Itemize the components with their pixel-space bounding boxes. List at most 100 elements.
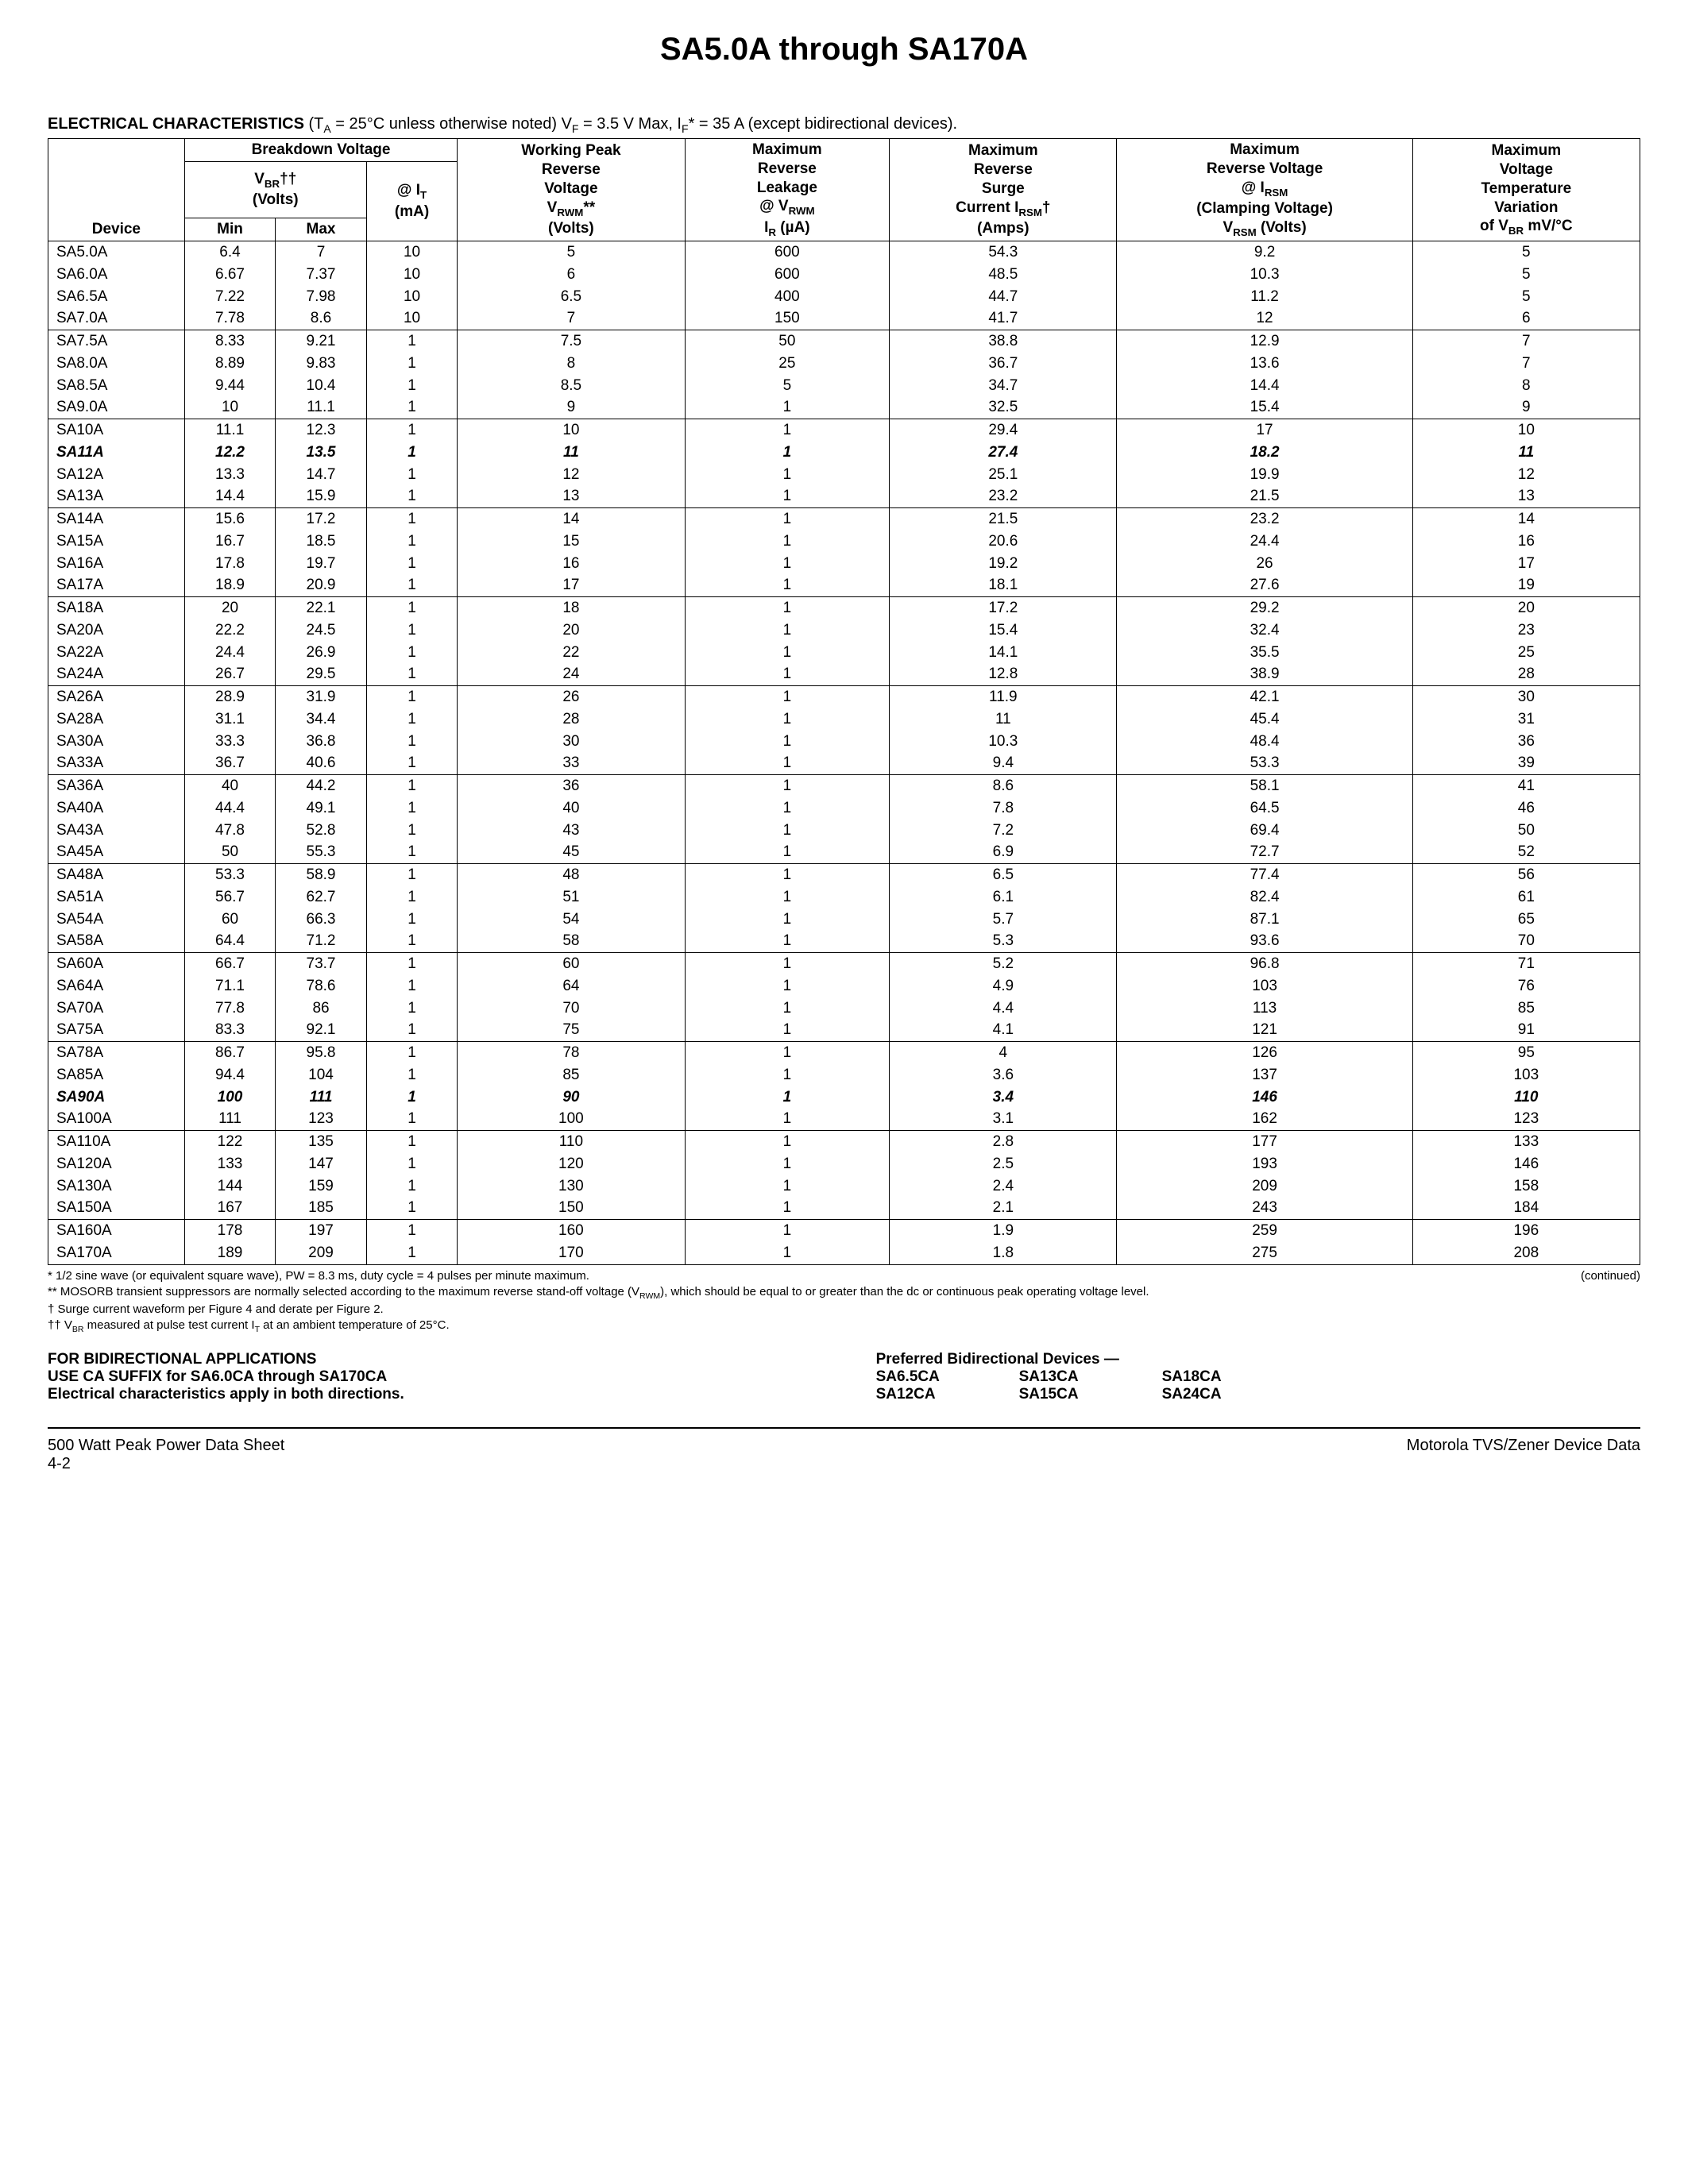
cell-it: 1 [366, 909, 458, 931]
table-row: SA5.0A6.4710560054.39.25 [48, 241, 1640, 264]
cell-device: SA60A [48, 953, 185, 975]
table-row: SA14A15.617.2114121.523.214 [48, 508, 1640, 531]
cell-irsm: 15.4 [890, 619, 1117, 642]
table-row: SA8.0A8.899.83182536.713.67 [48, 353, 1640, 375]
col-irsm: MaximumReverseSurgeCurrent IRSM†(Amps) [890, 139, 1117, 241]
table-row: SA64A71.178.616414.910376 [48, 975, 1640, 997]
cell-ir: 1 [685, 752, 890, 774]
cell-device: SA5.0A [48, 241, 185, 264]
section-header-bold: ELECTRICAL CHARACTERISTICS [48, 115, 304, 133]
cell-min: 20 [184, 597, 276, 619]
cell-max: 71.2 [276, 930, 367, 952]
table-row: SA170A189209117011.8275208 [48, 1242, 1640, 1264]
cell-vrsm: 42.1 [1117, 686, 1412, 708]
cell-it: 1 [366, 1153, 458, 1175]
cell-temp: 7 [1412, 353, 1640, 375]
cell-device: SA15A [48, 531, 185, 553]
cell-device: SA18A [48, 597, 185, 619]
table-row: SA10A11.112.3110129.41710 [48, 419, 1640, 442]
cell-ir: 1 [685, 396, 890, 419]
table-row: SA36A4044.213618.658.141 [48, 775, 1640, 797]
table-row: SA85A94.410418513.6137103 [48, 1064, 1640, 1086]
cell-it: 1 [366, 375, 458, 397]
cell-vrsm: 32.4 [1117, 619, 1412, 642]
cell-max: 111 [276, 1086, 367, 1109]
cell-it: 1 [366, 574, 458, 596]
cell-vrsm: 58.1 [1117, 775, 1412, 797]
cell-ir: 600 [685, 264, 890, 286]
cell-irsm: 20.6 [890, 531, 1117, 553]
col-breakdown: Breakdown Voltage [184, 139, 458, 162]
cell-max: 12.3 [276, 419, 367, 442]
cell-vrsm: 87.1 [1117, 909, 1412, 931]
table-row: SA75A83.392.117514.112191 [48, 1019, 1640, 1041]
cell-vrsm: 96.8 [1117, 953, 1412, 975]
cell-irsm: 29.4 [890, 419, 1117, 442]
cell-vrsm: 177 [1117, 1131, 1412, 1153]
cell-irsm: 11 [890, 708, 1117, 731]
cell-temp: 13 [1412, 485, 1640, 507]
cell-device: SA170A [48, 1242, 185, 1264]
cell-vrwm: 9 [458, 396, 685, 419]
cell-ir: 1 [685, 775, 890, 797]
cell-vrwm: 20 [458, 619, 685, 642]
table-row: SA78A86.795.81781412695 [48, 1042, 1640, 1064]
bidir-line-3: Electrical characteristics apply in both… [48, 1386, 876, 1403]
footnote-3: † Surge current waveform per Figure 4 an… [48, 1302, 1640, 1318]
cell-max: 9.21 [276, 330, 367, 353]
cell-irsm: 41.7 [890, 307, 1117, 330]
cell-max: 31.9 [276, 686, 367, 708]
cell-min: 31.1 [184, 708, 276, 731]
cell-irsm: 1.9 [890, 1220, 1117, 1242]
cell-min: 83.3 [184, 1019, 276, 1041]
cell-temp: 5 [1412, 241, 1640, 264]
cell-ir: 50 [685, 330, 890, 353]
cell-it: 1 [366, 619, 458, 642]
cell-it: 1 [366, 1108, 458, 1130]
cell-max: 104 [276, 1064, 367, 1086]
col-ir: MaximumReverseLeakage@ VRWMIR (µA) [685, 139, 890, 241]
table-row: SA12A13.314.7112125.119.912 [48, 464, 1640, 486]
cell-device: SA26A [48, 686, 185, 708]
table-row: SA58A64.471.215815.393.670 [48, 930, 1640, 952]
cell-it: 1 [366, 886, 458, 909]
cell-vrwm: 36 [458, 775, 685, 797]
cell-min: 26.7 [184, 663, 276, 685]
cell-min: 33.3 [184, 731, 276, 753]
cell-temp: 158 [1412, 1175, 1640, 1198]
cell-it: 1 [366, 775, 458, 797]
cell-temp: 10 [1412, 419, 1640, 442]
cell-device: SA20A [48, 619, 185, 642]
cell-device: SA120A [48, 1153, 185, 1175]
cell-min: 53.3 [184, 864, 276, 886]
cell-min: 77.8 [184, 997, 276, 1020]
table-row: SA17A18.920.9117118.127.619 [48, 574, 1640, 596]
cell-vrsm: 23.2 [1117, 508, 1412, 531]
cell-min: 10 [184, 396, 276, 419]
cell-vrsm: 12.9 [1117, 330, 1412, 353]
cell-ir: 1 [685, 1064, 890, 1086]
cell-ir: 1 [685, 553, 890, 575]
cell-vrsm: 126 [1117, 1042, 1412, 1064]
cell-max: 18.5 [276, 531, 367, 553]
cell-device: SA8.0A [48, 353, 185, 375]
cell-max: 22.1 [276, 597, 367, 619]
cell-temp: 5 [1412, 264, 1640, 286]
section-header-rest: (TA = 25°C unless otherwise noted) VF = … [304, 115, 957, 133]
cell-min: 111 [184, 1108, 276, 1130]
cell-ir: 1 [685, 1220, 890, 1242]
cell-vrsm: 193 [1117, 1153, 1412, 1175]
cell-it: 1 [366, 1064, 458, 1086]
cell-vrwm: 12 [458, 464, 685, 486]
cell-irsm: 4.4 [890, 997, 1117, 1020]
cell-it: 1 [366, 1042, 458, 1064]
cell-vrwm: 33 [458, 752, 685, 774]
cell-device: SA36A [48, 775, 185, 797]
cell-device: SA6.0A [48, 264, 185, 286]
cell-irsm: 11.9 [890, 686, 1117, 708]
cell-vrwm: 30 [458, 731, 685, 753]
cell-irsm: 25.1 [890, 464, 1117, 486]
cell-temp: 8 [1412, 375, 1640, 397]
cell-ir: 150 [685, 307, 890, 330]
cell-ir: 600 [685, 241, 890, 264]
